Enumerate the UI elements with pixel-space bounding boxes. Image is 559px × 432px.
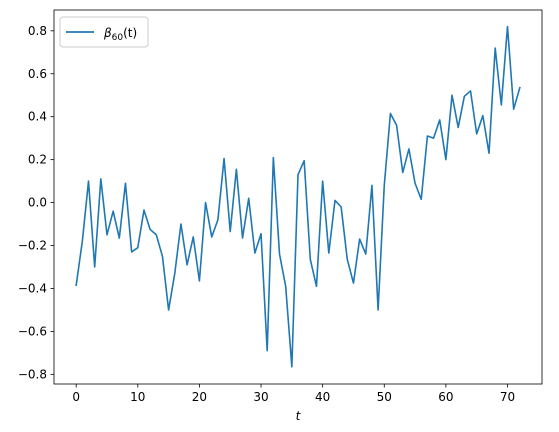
legend-box (59, 16, 149, 48)
y-tick-label: 0.0 (28, 196, 47, 210)
y-tick-label: 0.2 (28, 153, 47, 167)
y-tick-label: −0.4 (18, 281, 47, 295)
series-line (75, 25, 521, 368)
data-layer (75, 25, 521, 368)
x-tick-label: 20 (192, 390, 207, 404)
axes-layer: 0 10 20 30 40 50 60 70 −0.8 −0.6 −0.4 −0.2 0.0 0.2 0.4… (18, 24, 515, 404)
legend: β60(t) (59, 16, 149, 48)
legend-label: β60(t) (103, 26, 137, 43)
y-tick-label: −0.8 (18, 367, 47, 381)
x-tick-label: 50 (377, 390, 392, 404)
x-tick-label: 10 (130, 390, 145, 404)
x-axis-label: t (296, 409, 302, 423)
y-tick-label: −0.6 (18, 324, 47, 338)
y-tick-label: 0.8 (28, 24, 47, 38)
legend-label-main: β (103, 26, 112, 40)
y-tick-label: −0.2 (18, 239, 47, 253)
x-tick-label: 30 (253, 390, 268, 404)
legend-label-tail: (t) (123, 26, 137, 40)
x-tick-label: 60 (438, 390, 453, 404)
x-tick-label: 70 (500, 390, 515, 404)
legend-label-sub: 60 (112, 33, 124, 43)
y-tick-label: 0.4 (28, 110, 47, 124)
x-tick-label: 0 (72, 390, 80, 404)
y-tick-label: 0.6 (28, 67, 47, 81)
plot-frame (53, 9, 543, 385)
x-tick-label: 40 (315, 390, 330, 404)
